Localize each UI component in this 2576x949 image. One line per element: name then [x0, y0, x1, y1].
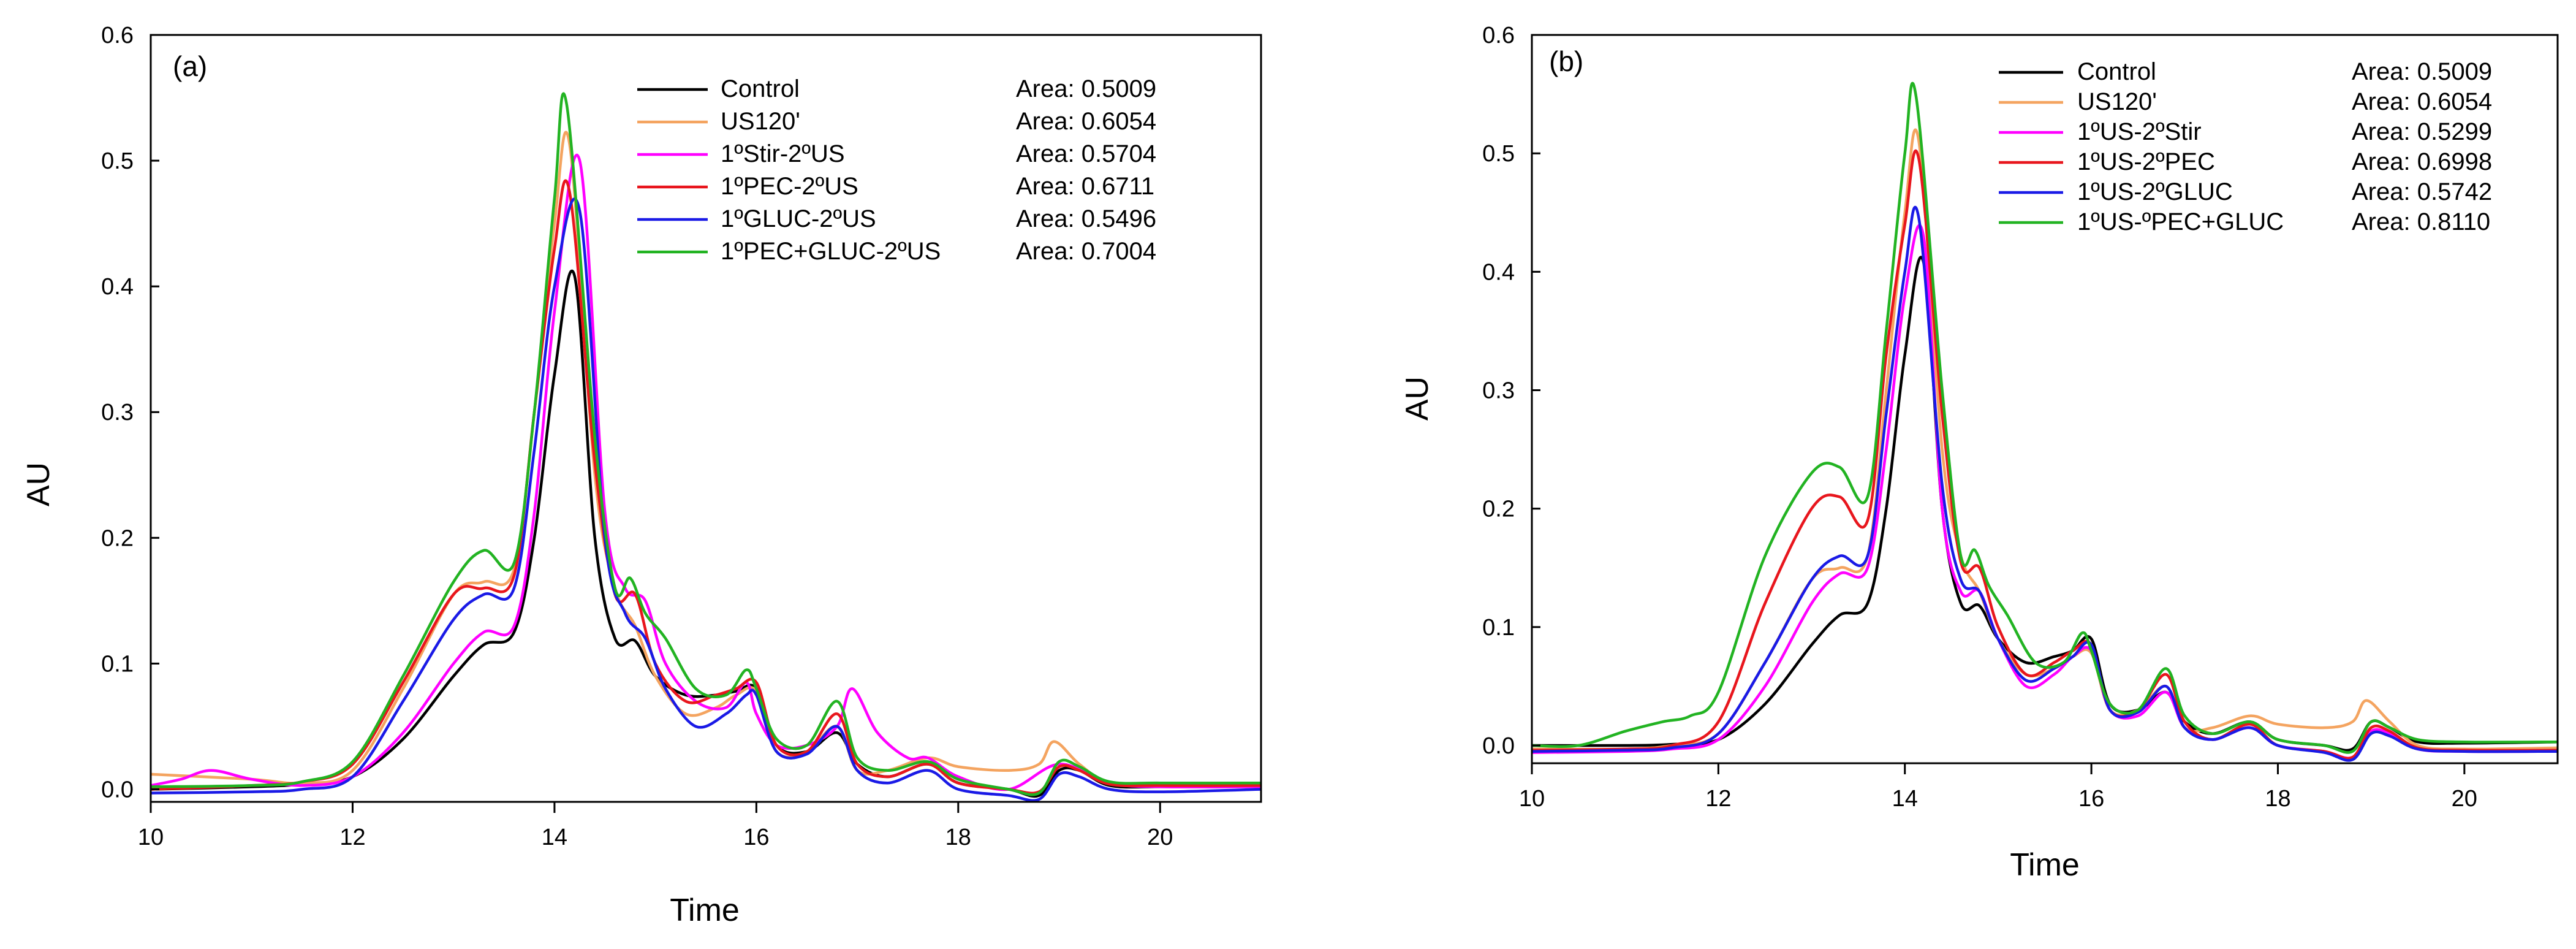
series-group	[151, 92, 1261, 802]
series-line	[151, 92, 1261, 796]
legend-label: US120'	[721, 108, 800, 135]
x-tick-label: 20	[2452, 786, 2477, 812]
legend-area-value: Area: 0.6711	[1016, 173, 1154, 200]
x-tick-label: 16	[743, 825, 769, 850]
series-line	[151, 269, 1261, 798]
x-axis-title: Time	[670, 893, 740, 928]
series-line	[151, 197, 1261, 802]
legend-area-value: Area: 0.5009	[2352, 58, 2492, 85]
legend-label: 1ºUS-ºPEC+GLUC	[2077, 208, 2284, 235]
legend-area-value: Area: 0.5299	[2352, 118, 2492, 145]
y-tick-label: 0.4	[101, 274, 134, 300]
legend-label: Control	[721, 75, 800, 102]
x-tick-label: 14	[542, 825, 567, 850]
legend-area-value: Area: 0.5009	[1016, 75, 1156, 102]
series-line	[151, 153, 1261, 791]
x-tick-label: 16	[2078, 786, 2104, 812]
y-tick-label: 0.0	[101, 777, 134, 802]
x-tick-label: 18	[2265, 786, 2290, 812]
legend-label: 1ºUS-2ºStir	[2077, 118, 2202, 145]
legend-label: 1ºUS-2ºGLUC	[2077, 178, 2233, 205]
series-group	[1532, 82, 2558, 762]
y-tick-label: 0.1	[101, 651, 134, 677]
chart-panel-b: (b) Time AU 0.0 0.1 0.2 0.3 0.4 0.5 0.6 10 12 14 1…	[1400, 23, 2559, 883]
y-tick-label: 0.6	[101, 23, 134, 48]
x-axis-title: Time	[2010, 847, 2080, 883]
series-line	[151, 179, 1261, 795]
legend-area-value: Area: 0.7004	[1016, 238, 1156, 265]
x-tick-label: 18	[945, 825, 971, 850]
x-tick-label: 12	[1705, 786, 1731, 812]
x-tick-label: 14	[1892, 786, 1918, 812]
y-axis-title: AU	[21, 462, 56, 506]
panel-label: (b)	[1549, 45, 1583, 77]
chart-panel-a: (a) Time AU 0.0 0.1 0.2 0.3 0.4 0.5 0.6 10 12 14 1…	[21, 23, 1262, 928]
panel-label: (a)	[173, 50, 207, 82]
legend-label: 1ºUS-2ºPEC	[2077, 148, 2215, 175]
y-tick-label: 0.5	[1482, 141, 1515, 167]
legend-area-value: Area: 0.5496	[1016, 205, 1156, 232]
legend-label: 1ºPEC-2ºUS	[721, 173, 858, 200]
legend-area-value: Area: 0.5742	[2352, 178, 2492, 205]
legend-label: 1ºStir-2ºUS	[721, 140, 845, 167]
legend-area-value: Area: 0.8110	[2352, 208, 2490, 235]
legend-area-value: Area: 0.6998	[2352, 148, 2492, 175]
x-tick-label: 10	[138, 825, 164, 850]
y-tick-label: 0.4	[1482, 259, 1515, 285]
y-tick-label: 0.2	[101, 525, 134, 551]
y-tick-label: 0.2	[1482, 497, 1515, 522]
plot-frame	[150, 34, 1262, 803]
x-tick-label: 20	[1147, 825, 1173, 850]
legend-label: 1ºPEC+GLUC-2ºUS	[721, 238, 941, 265]
y-tick-label: 0.3	[1482, 378, 1515, 404]
legend-label: 1ºGLUC-2ºUS	[721, 205, 876, 232]
x-tick-label: 10	[1519, 786, 1545, 812]
y-tick-label: 0.1	[1482, 615, 1515, 641]
legend-area-value: Area: 0.6054	[1016, 108, 1156, 135]
legend-label: US120'	[2077, 88, 2157, 115]
y-axis-title: AU	[1400, 376, 1435, 421]
legend-area-value: Area: 0.5704	[1016, 140, 1156, 167]
y-tick-label: 0.0	[1482, 733, 1515, 759]
series-line	[1532, 224, 2558, 760]
y-tick-label: 0.3	[101, 400, 134, 425]
series-line	[1532, 82, 2558, 754]
x-tick-label: 12	[339, 825, 365, 850]
legend: Control Area: 0.5009 US120' Area: 0.6054 1ºS…	[637, 75, 1156, 265]
y-tick-label: 0.5	[101, 148, 134, 174]
series-line	[1532, 205, 2558, 762]
legend: Control Area: 0.5009 US120' Area: 0.6054 1ºU…	[1999, 58, 2492, 235]
plot-frame	[1531, 34, 2559, 764]
legend-area-value: Area: 0.6054	[2352, 88, 2492, 115]
legend-label: Control	[2077, 58, 2156, 85]
y-tick-label: 0.6	[1482, 23, 1515, 48]
